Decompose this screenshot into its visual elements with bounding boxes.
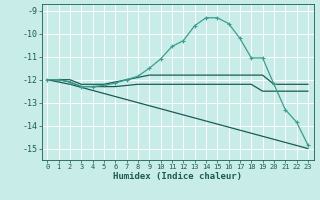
X-axis label: Humidex (Indice chaleur): Humidex (Indice chaleur) bbox=[113, 172, 242, 181]
